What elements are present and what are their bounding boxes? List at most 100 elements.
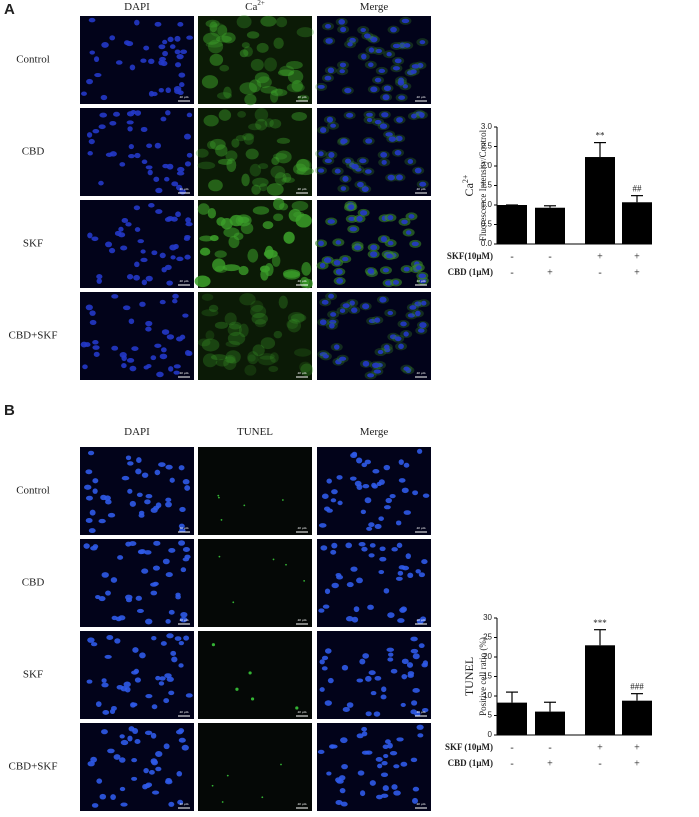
cell — [344, 87, 352, 94]
cell — [339, 69, 345, 74]
cell — [367, 604, 374, 610]
cell — [377, 763, 383, 769]
cell — [300, 363, 314, 377]
cell — [91, 803, 99, 808]
cell — [162, 50, 168, 57]
cell — [154, 469, 161, 476]
cell — [359, 658, 366, 665]
cell — [154, 21, 162, 27]
cell — [88, 528, 96, 534]
cell — [366, 526, 373, 531]
cell — [147, 169, 153, 176]
cell — [387, 214, 394, 221]
cell — [150, 355, 157, 361]
cell — [155, 187, 163, 194]
cell — [401, 18, 410, 24]
cell — [134, 227, 141, 232]
cell — [93, 351, 100, 357]
cell — [399, 607, 407, 613]
cell — [328, 151, 335, 158]
scale-bar-label: 40 μm — [417, 526, 426, 530]
cell — [407, 159, 414, 165]
cell — [244, 364, 257, 376]
cell — [271, 156, 280, 166]
cell — [350, 452, 358, 459]
cell — [177, 22, 184, 27]
cell — [407, 572, 414, 579]
cell — [411, 64, 420, 69]
scale-bar-label: 40 μm — [417, 371, 426, 375]
cell — [299, 361, 312, 373]
cell — [211, 784, 214, 787]
cell — [161, 329, 170, 335]
cell — [291, 80, 303, 92]
cell — [181, 744, 189, 751]
cell — [417, 328, 425, 333]
cell — [349, 300, 355, 306]
cell — [410, 648, 419, 654]
cell — [168, 547, 176, 553]
cell — [409, 305, 417, 310]
y-tick-label: 30 — [483, 613, 492, 622]
cell — [383, 588, 390, 594]
cell — [201, 75, 219, 89]
cell — [98, 518, 106, 524]
cell — [370, 86, 378, 93]
cell — [359, 158, 367, 164]
cell — [405, 553, 411, 560]
cell — [151, 704, 158, 710]
cell — [86, 132, 93, 138]
cell — [321, 493, 329, 499]
row-label: SKF — [23, 238, 43, 250]
cell — [387, 174, 395, 181]
cell — [154, 142, 162, 149]
cell — [165, 110, 171, 116]
cell — [153, 540, 161, 546]
cell — [138, 513, 145, 518]
bar — [622, 202, 652, 244]
treatment-sign: - — [548, 251, 551, 262]
row-label: Control — [16, 485, 50, 497]
cell — [109, 708, 116, 714]
cell — [356, 733, 364, 739]
cell — [145, 320, 153, 327]
cell — [412, 797, 418, 804]
cell — [127, 735, 133, 742]
cell — [128, 726, 135, 732]
cell — [345, 158, 352, 164]
cell — [120, 802, 128, 807]
cell — [118, 615, 126, 621]
cell — [158, 462, 166, 467]
cell — [280, 763, 282, 766]
significance-label: ## — [633, 184, 643, 194]
cell — [294, 348, 312, 357]
cell — [165, 619, 171, 624]
cell — [134, 19, 140, 26]
cell — [247, 351, 259, 365]
cell — [336, 475, 343, 480]
cell — [323, 257, 332, 263]
cell — [101, 678, 107, 683]
cell — [341, 763, 348, 770]
cell — [349, 226, 358, 232]
cell — [254, 72, 270, 84]
cell — [137, 549, 145, 555]
micrograph — [198, 447, 312, 535]
cell — [364, 33, 371, 39]
cell — [249, 163, 262, 177]
micrograph — [198, 723, 312, 811]
cell — [109, 35, 116, 41]
cell — [282, 172, 292, 183]
scale-bar-label: 40 μm — [298, 95, 307, 99]
cell — [166, 334, 175, 340]
cell — [165, 464, 173, 470]
treatment-label: CBD (1μM) — [448, 267, 493, 277]
cell — [223, 86, 232, 99]
cell — [368, 553, 375, 558]
treatment-sign: + — [634, 742, 640, 753]
cell — [398, 565, 406, 570]
cell — [176, 171, 185, 176]
cell — [256, 42, 269, 53]
cell — [101, 729, 108, 735]
cell — [136, 608, 144, 614]
